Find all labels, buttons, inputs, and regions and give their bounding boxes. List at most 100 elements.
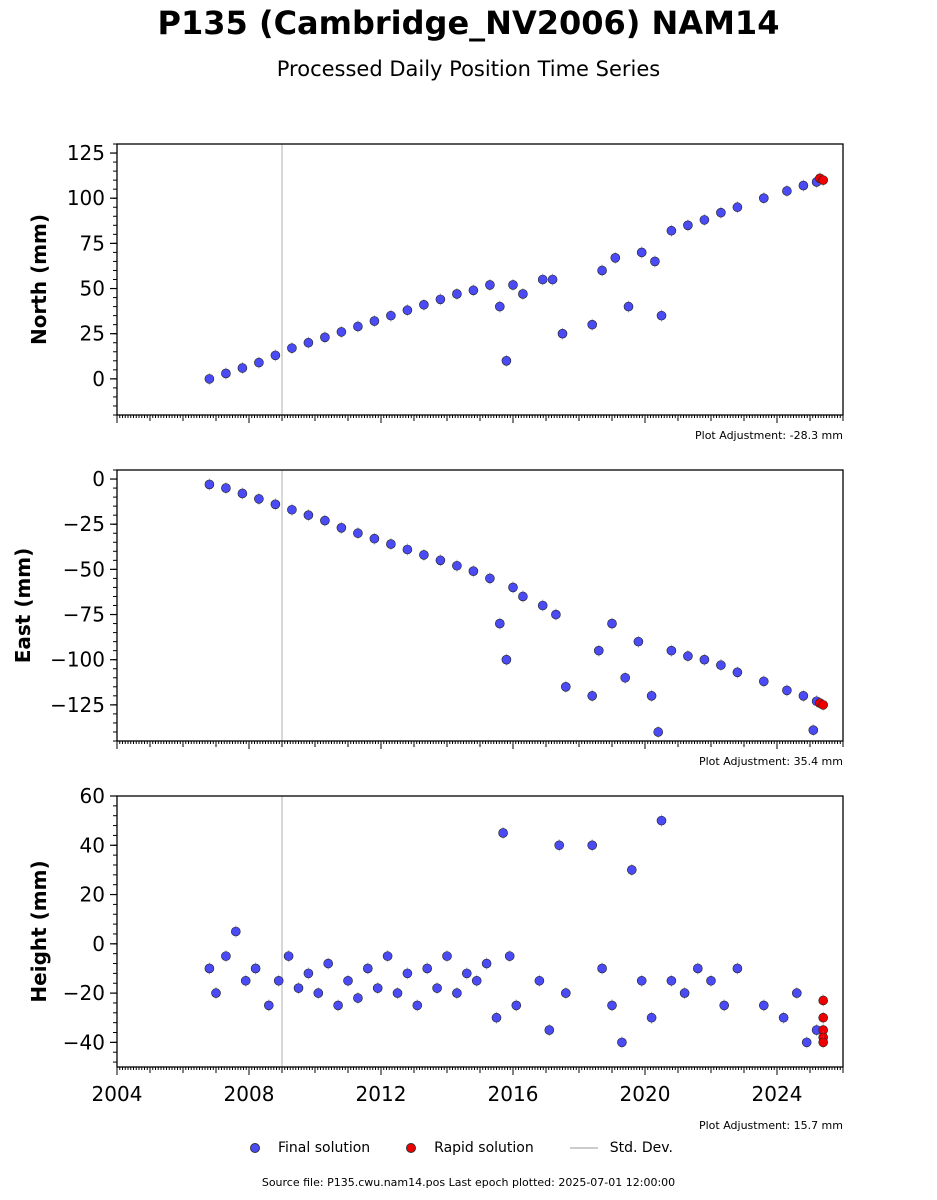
- east-final-point: [551, 609, 561, 620]
- north-final-point: [557, 328, 568, 339]
- east-final-point: [593, 645, 604, 656]
- legend: Final solution Rapid solution Std. Dev.: [250, 1138, 709, 1158]
- height-final-point: [333, 1000, 343, 1011]
- legend-stddev: Std. Dev.: [569, 1140, 673, 1156]
- north-final-point: [650, 256, 660, 267]
- east-y-tick-label: −50: [63, 557, 105, 581]
- height-y-tick-label: −40: [63, 1030, 105, 1054]
- height-y-tick-label: −20: [63, 981, 105, 1005]
- height-final-point: [544, 1025, 555, 1035]
- source-note: Source file: P135.cwu.nam14.pos Last epo…: [261, 1176, 676, 1189]
- north-final-point: [656, 310, 667, 321]
- north-final-point: [237, 363, 248, 373]
- legend-final: Final solution: [250, 1140, 370, 1156]
- height-final-point: [353, 993, 363, 1003]
- height-final-point: [534, 975, 545, 986]
- east-final-point: [369, 533, 380, 544]
- east-final-point: [221, 483, 231, 493]
- east-final-point: [653, 727, 664, 737]
- east-final-point: [270, 499, 281, 510]
- north-y-axis-label: North (mm): [27, 214, 51, 345]
- height-final-point: [511, 1000, 522, 1011]
- height-final-point: [560, 988, 571, 998]
- east-final-point: [386, 539, 396, 549]
- height-final-point: [801, 1037, 812, 1048]
- height-final-point: [471, 975, 482, 986]
- height-final-point: [343, 975, 353, 986]
- north-final-point: [699, 215, 710, 225]
- north-final-point: [402, 305, 413, 316]
- east-final-point: [508, 582, 518, 593]
- north-final-point: [798, 180, 809, 191]
- east-y-tick-label: −125: [50, 693, 105, 717]
- north-final-point: [683, 220, 693, 231]
- height-x-tick-label: 2012: [356, 1082, 407, 1106]
- height-rapid-point: [818, 995, 829, 1006]
- east-final-point: [587, 691, 598, 701]
- legend-stddev-marker: [569, 1147, 598, 1149]
- east-final-point: [320, 515, 330, 526]
- north-y-tick-label: 75: [80, 231, 105, 255]
- height-final-point: [221, 951, 231, 961]
- height-x-tick-label: 2016: [488, 1082, 539, 1106]
- north-final-point: [782, 186, 792, 196]
- height-final-point: [554, 840, 565, 851]
- north-final-point: [386, 310, 396, 321]
- east-final-point: [494, 618, 505, 629]
- east-y-tick-label: 0: [92, 467, 105, 491]
- north-final-point: [270, 350, 281, 361]
- north-final-point: [435, 294, 446, 305]
- plot-adjustment-height: Plot Adjustment: 15.7 mm: [698, 1119, 843, 1132]
- north-y-tick-label: 25: [80, 322, 105, 346]
- height-final-point: [313, 988, 324, 998]
- north-final-point: [732, 202, 743, 213]
- east-final-point: [607, 618, 617, 629]
- height-final-point: [666, 975, 677, 986]
- height-final-point: [402, 968, 413, 979]
- east-final-point: [537, 600, 548, 611]
- height-final-point: [491, 1012, 502, 1023]
- height-final-point: [597, 963, 607, 974]
- height-final-point: [498, 828, 508, 838]
- height-final-point: [422, 963, 433, 974]
- north-final-point: [508, 280, 518, 290]
- east-final-point: [666, 645, 677, 656]
- east-y-axis-label: East (mm): [11, 548, 35, 664]
- north-final-point: [320, 332, 330, 343]
- height-rapid-point: [818, 1012, 829, 1023]
- height-final-point: [636, 975, 647, 986]
- east-final-point: [419, 550, 429, 560]
- height-x-tick-label: 2024: [752, 1082, 803, 1106]
- east-axes-frame: [116, 469, 844, 742]
- height-final-point: [211, 988, 221, 998]
- north-final-point: [303, 337, 314, 348]
- height-axes-frame: [116, 795, 844, 1068]
- height-x-tick-label: 2008: [224, 1082, 275, 1106]
- height-y-tick-label: 0: [92, 932, 105, 956]
- east-y-tick-label: −25: [63, 512, 105, 536]
- height-x-tick-label: 2004: [92, 1082, 143, 1106]
- height-final-point: [204, 963, 215, 974]
- north-final-point: [587, 319, 598, 330]
- north-final-point: [353, 321, 363, 332]
- height-final-point: [732, 963, 743, 974]
- legend-stddev-label: Std. Dev.: [609, 1140, 673, 1156]
- north-final-point: [254, 357, 264, 368]
- height-final-point: [679, 988, 690, 998]
- east-final-point: [518, 591, 528, 602]
- plot-adjustment-north: Plot Adjustment: -28.3 mm: [695, 429, 843, 442]
- height-final-point: [250, 963, 261, 974]
- height-final-point: [273, 975, 284, 986]
- east-final-point: [633, 636, 644, 647]
- east-final-point: [560, 681, 571, 692]
- east-final-point: [782, 685, 792, 696]
- north-final-point: [485, 280, 495, 290]
- east-final-point: [435, 555, 446, 566]
- north-y-tick-label: 100: [67, 186, 105, 210]
- height-y-tick-label: 20: [80, 883, 105, 907]
- east-final-point: [501, 654, 512, 665]
- legend-rapid-marker: [406, 1143, 417, 1153]
- height-final-point: [692, 963, 703, 974]
- height-final-point: [263, 1000, 274, 1011]
- east-rapid-point: [818, 700, 829, 710]
